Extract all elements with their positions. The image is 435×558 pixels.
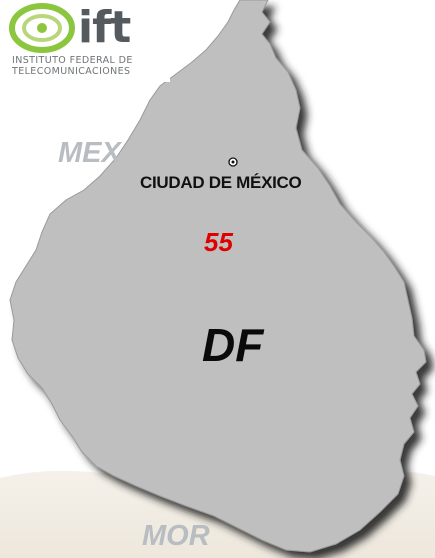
logo-line-2: TELECOMUNICACIONES: [12, 66, 131, 77]
area-code-label: 55: [204, 227, 233, 257]
logo-acronym: ift: [78, 2, 131, 53]
region-shape-df[interactable]: [9, 0, 427, 553]
capital-dot-icon[interactable]: [228, 157, 238, 167]
ift-ring-icon: [9, 3, 75, 53]
logo-line-1: INSTITUTO FEDERAL DE: [12, 55, 133, 66]
ift-logo: ift INSTITUTO FEDERAL DE TELECOMUNICACIO…: [0, 0, 170, 82]
entity-label: DF: [202, 319, 264, 371]
city-label[interactable]: CIUDAD DE MÉXICO: [140, 173, 302, 192]
neighbor-label-mex: MEX: [58, 137, 121, 169]
neighbor-label-mor: MOR: [142, 520, 210, 552]
